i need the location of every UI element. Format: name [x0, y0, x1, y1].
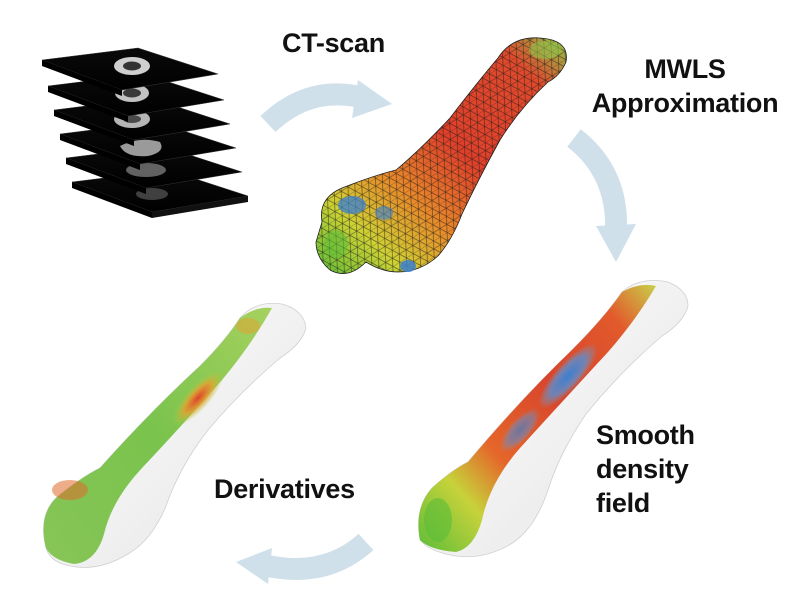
ct-scan-label: CT-scan: [282, 26, 385, 60]
mwls-label-line-1: MWLS: [644, 54, 726, 84]
smooth-density-label: Smooth density field: [596, 418, 695, 520]
mwls-label: MWLS Approximation: [580, 52, 790, 120]
smooth-label-line-1: Smooth: [596, 420, 695, 450]
derivatives-label: Derivatives: [214, 472, 355, 506]
arrow-ct-to-mwls: [260, 80, 392, 133]
arrow-mwls-to-smooth: [567, 129, 636, 262]
ct-slice: [41, 47, 219, 96]
arrow-smooth-to-derivatives: [236, 533, 374, 584]
mesh-bone: [315, 37, 567, 274]
smooth-label-line-3: field: [596, 488, 651, 518]
derivatives-label-text: Derivatives: [214, 474, 355, 504]
mwls-label-line-2: Approximation: [591, 88, 779, 118]
smooth-density-bone: [418, 279, 689, 558]
ct-scan-label-text: CT-scan: [282, 28, 385, 58]
smooth-label-line-2: density: [596, 454, 689, 484]
derivatives-bone: [43, 302, 307, 568]
ct-scan-stack: [41, 47, 249, 218]
